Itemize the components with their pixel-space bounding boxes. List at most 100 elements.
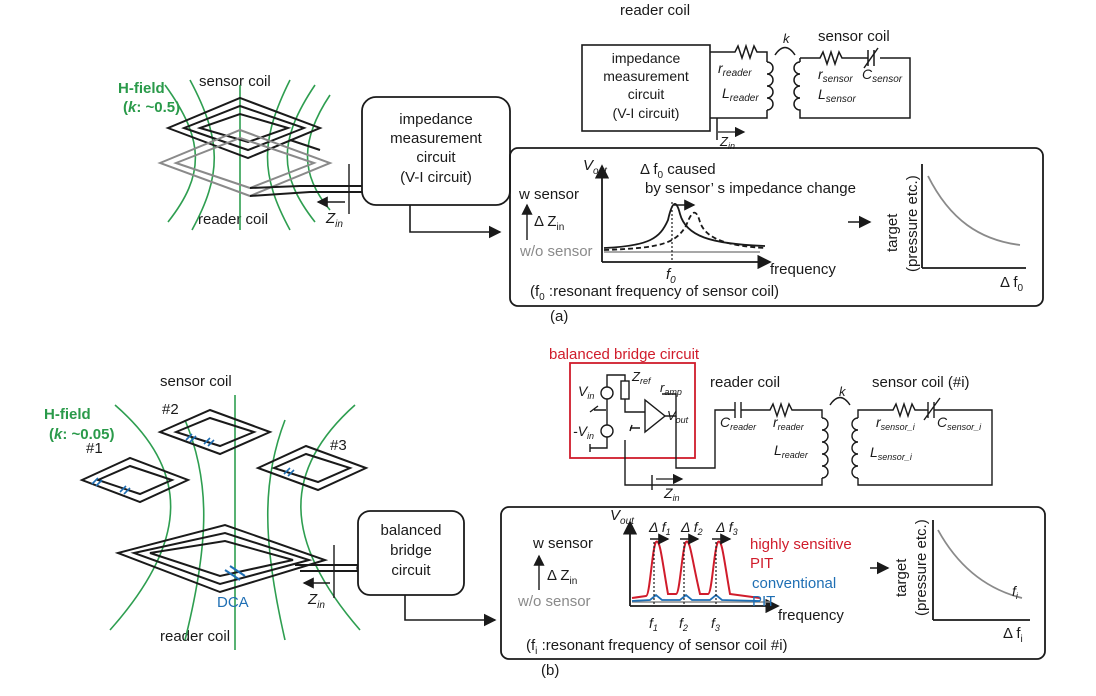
svg-text:Zin: Zin — [663, 485, 680, 503]
svg-text:H-field: H-field — [44, 406, 91, 423]
svg-text:Vout: Vout — [610, 507, 635, 527]
svg-text:Zref: Zref — [631, 369, 652, 386]
svg-text:Δ f3: Δ f3 — [715, 519, 738, 537]
svg-text:(V-I circuit): (V-I circuit) — [613, 105, 680, 121]
svg-text:frequency: frequency — [778, 607, 844, 624]
svg-text:bridge: bridge — [390, 542, 432, 559]
svg-text:fi: fi — [1012, 583, 1019, 601]
svg-text:Csensor: Csensor — [862, 66, 903, 85]
svg-text:w/o sensor: w/o sensor — [519, 243, 593, 260]
svg-text:k: k — [783, 31, 791, 46]
curve-dashed-a — [603, 211, 766, 251]
svg-text:Vout: Vout — [667, 408, 689, 425]
svg-text:Lreader: Lreader — [722, 85, 759, 104]
panel-b: H-field (k: ~0.05) sensor coil reader co… — [44, 346, 1046, 679]
svg-text:Δ fi: Δ fi — [1003, 625, 1023, 645]
svg-text:#1: #1 — [86, 440, 103, 457]
svg-text:sensor coil: sensor coil — [160, 373, 232, 390]
hfield-label-a: H-field — [118, 80, 165, 97]
dca-mark — [224, 569, 241, 581]
impedance-box-line1: impedance — [399, 111, 472, 128]
k-value-a: (k: ~0.5) — [123, 99, 180, 116]
svg-text:sensor coil (#i): sensor coil (#i) — [872, 374, 970, 391]
svg-text:Lreader: Lreader — [774, 442, 809, 460]
conventional-curve — [631, 593, 761, 602]
svg-text:rsensor_i: rsensor_i — [876, 414, 916, 432]
schematic-sensor-coil-a: sensor coil — [818, 28, 890, 45]
impedance-box-line4: (V-I circuit) — [400, 169, 472, 186]
delta-f0-caption: Δ f0 caused — [640, 161, 716, 181]
svg-text:(k: ~0.05): (k: ~0.05) — [49, 426, 114, 443]
highly-sensitive-curve — [631, 540, 761, 599]
svg-text:Zin: Zin — [719, 134, 735, 151]
svg-text:Δ f2: Δ f2 — [680, 519, 703, 537]
impedance-box-line3: circuit — [416, 149, 456, 166]
reader-coil-label-a: reader coil — [198, 211, 268, 228]
caption-a: (a) — [550, 308, 568, 325]
svg-text:#2: #2 — [162, 401, 179, 418]
svg-text:rreader: rreader — [773, 414, 805, 432]
svg-text:PIT: PIT — [750, 555, 773, 572]
graph-a: Vout Δ f0 caused by sensor’ s impedance … — [518, 157, 1026, 303]
svg-text:k: k — [839, 384, 847, 399]
schematic-b: balanced bridge circuit — [549, 346, 993, 503]
bridge-title: balanced bridge circuit — [549, 346, 700, 363]
svg-text:Csensor_i: Csensor_i — [937, 414, 982, 432]
svg-text:(pressure etc.): (pressure etc.) — [913, 519, 930, 616]
svg-text:rsensor: rsensor — [818, 66, 853, 85]
lead-wire-a — [249, 185, 380, 189]
bridge-frame — [569, 362, 696, 459]
svg-text:Δ Zin: Δ Zin — [534, 213, 564, 233]
svg-text:f3: f3 — [711, 615, 720, 633]
dca-label: DCA — [217, 594, 249, 611]
svg-text:Δ f1: Δ f1 — [648, 519, 671, 537]
svg-text:by sensor’ s impedance change: by sensor’ s impedance change — [645, 180, 856, 197]
svg-text:impedance: impedance — [612, 50, 681, 66]
panel-a: H-field (k: ~0.5) sensor coil reader coi… — [118, 2, 1044, 325]
graph-box-b — [500, 506, 1046, 660]
box-to-graph-arrow-a — [409, 205, 502, 239]
svg-text:reader coil: reader coil — [160, 628, 230, 645]
svg-text:w sensor: w sensor — [532, 535, 593, 552]
caption-b: (b) — [541, 662, 559, 679]
svg-text:balanced: balanced — [381, 522, 442, 539]
svg-text:Δ Zin: Δ Zin — [547, 567, 577, 587]
svg-text:circuit: circuit — [391, 562, 431, 579]
curve-solid-a — [603, 203, 766, 249]
sensor-coil-label-a: sensor coil — [199, 73, 271, 90]
svg-text:target: target — [884, 213, 901, 252]
svg-text:(fi :resonant frequency of sen: (fi :resonant frequency of sensor coil #… — [526, 637, 788, 657]
schematic-a: reader coil sensor coil impedance measur… — [581, 2, 911, 151]
svg-text:Zin: Zin — [307, 591, 325, 611]
svg-text:Lsensor: Lsensor — [818, 86, 856, 105]
graph-b: Vout Δ f1 Δ f2 Δ f3 w sensor Δ Zin w/o s… — [517, 507, 1030, 657]
graph-box-a — [509, 147, 1044, 307]
target-curve-a — [927, 175, 1021, 246]
impedance-box-line2: measurement — [390, 130, 483, 147]
svg-text:-Vin: -Vin — [573, 423, 594, 441]
target-curve-b — [937, 529, 1023, 599]
svg-text:(pressure etc.): (pressure etc.) — [904, 175, 921, 272]
sensor-coil-drawing-a — [165, 96, 323, 160]
schematic-reader-coil-a: reader coil — [620, 2, 690, 19]
svg-text:highly sensitive: highly sensitive — [750, 536, 852, 553]
svg-text:f2: f2 — [679, 615, 688, 633]
svg-text:Vout: Vout — [583, 157, 608, 177]
svg-text:Δ f0: Δ f0 — [1000, 274, 1024, 294]
svg-text:measurement: measurement — [603, 68, 689, 84]
note-a: (f0 :resonant frequency of sensor coil) — [530, 283, 779, 303]
svg-text:target: target — [893, 558, 910, 597]
svg-text:ramp: ramp — [660, 380, 682, 397]
svg-text:w sensor: w sensor — [518, 186, 579, 203]
svg-text:#3: #3 — [330, 437, 347, 454]
impedance-box-a — [361, 96, 511, 206]
svg-text:f0: f0 — [666, 266, 676, 286]
svg-text:w/o sensor: w/o sensor — [517, 593, 591, 610]
hfield-lines-a — [164, 79, 331, 231]
svg-text:Lsensor_i: Lsensor_i — [870, 444, 913, 462]
svg-text:Creader: Creader — [720, 414, 757, 432]
zin-label-a: Zin — [325, 210, 343, 230]
svg-text:circuit: circuit — [628, 86, 665, 102]
hfield-lines-b — [109, 395, 361, 650]
svg-text:conventional: conventional — [752, 575, 836, 592]
